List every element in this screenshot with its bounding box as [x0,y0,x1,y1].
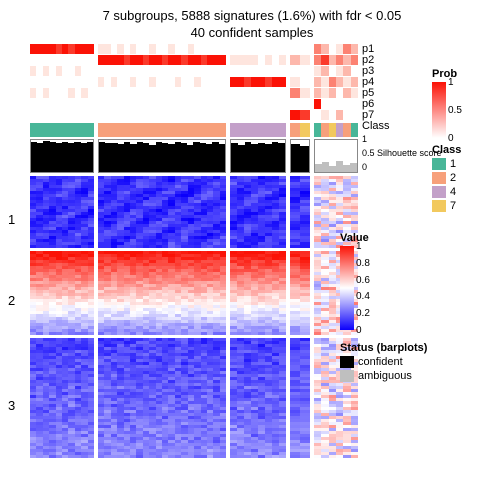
plot-area: 123 p1p2p3p4p5p6p7Class10.5 Silhouette s… [8,44,496,458]
legend-prob: Prob10.50 [432,62,457,138]
page-title: 7 subgroups, 5888 signatures (1.6%) with… [8,8,496,23]
legend-value: Value10.80.60.40.20 [340,226,369,330]
heatmap-columns [30,44,358,458]
legend-class: Class1247 [432,138,461,214]
page-subtitle: 40 confident samples [8,25,496,40]
row-labels: 123 [8,44,30,458]
legend-status: Status (barplots)confidentambiguous [340,336,427,384]
track-labels: p1p2p3p4p5p6p7Class10.5 Silhouette score… [362,44,442,458]
